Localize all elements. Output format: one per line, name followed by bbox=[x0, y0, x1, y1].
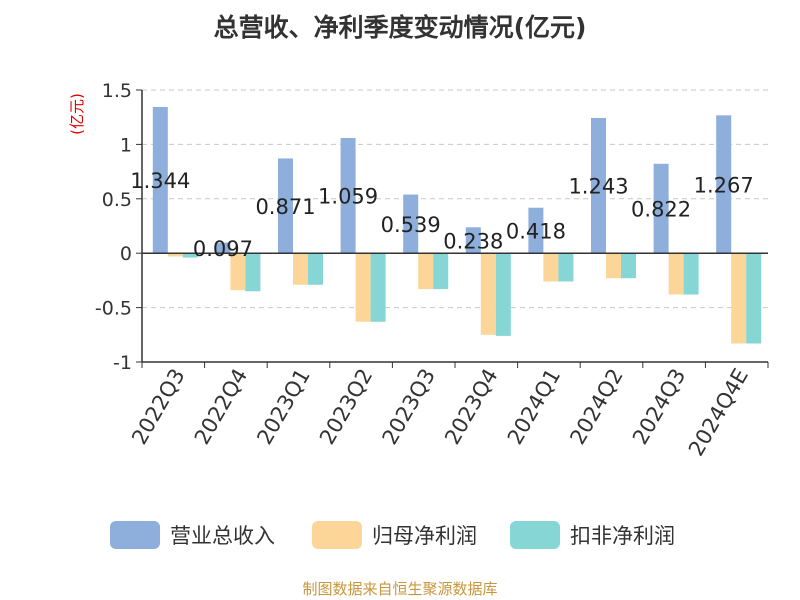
bar-2024Q4E-s2 bbox=[746, 253, 762, 344]
data-label: 0.539 bbox=[381, 213, 441, 237]
bar-2023Q1-s1 bbox=[293, 253, 308, 285]
y-tick-label: 0.5 bbox=[102, 189, 132, 211]
x-tick-label: 2022Q3 bbox=[127, 365, 189, 449]
bar-2024Q3-s0 bbox=[653, 163, 669, 254]
bar-2024Q3-s1 bbox=[668, 253, 684, 295]
data-label: 1.267 bbox=[694, 173, 754, 197]
x-tick-label: 2024Q3 bbox=[628, 365, 690, 449]
x-tick-label: 2023Q2 bbox=[315, 365, 377, 449]
data-label: 0.822 bbox=[631, 197, 691, 221]
bar-2023Q2-s2 bbox=[370, 253, 386, 322]
x-tick-label: 2024Q2 bbox=[565, 365, 627, 449]
bar-2022Q3-s2 bbox=[182, 253, 198, 258]
data-source-note: 制图数据来自恒生聚源数据库 bbox=[302, 580, 498, 598]
bar-2023Q1-s2 bbox=[308, 253, 323, 285]
data-label: 0.418 bbox=[506, 219, 566, 243]
y-tick-label: 1 bbox=[120, 134, 132, 156]
chart-title: 总营收、净利季度变动情况(亿元) bbox=[213, 13, 587, 42]
bar-2022Q3-s0 bbox=[152, 106, 168, 254]
bar-2023Q3-s0 bbox=[403, 194, 419, 254]
bar-2024Q2-s1 bbox=[606, 253, 621, 279]
y-axis-label: (亿元) bbox=[68, 93, 86, 135]
x-tick-label: 2023Q3 bbox=[378, 365, 440, 449]
data-label: 1.243 bbox=[568, 175, 628, 199]
bar-2023Q3-s2 bbox=[433, 253, 449, 290]
legend-label: 营业总收入 bbox=[170, 524, 275, 548]
bar-2023Q2-s0 bbox=[340, 137, 356, 254]
bar-2024Q4E-s1 bbox=[731, 253, 747, 344]
bar-2024Q1-s2 bbox=[558, 253, 574, 282]
bar-2023Q1-s0 bbox=[278, 158, 293, 254]
y-tick-label: 1.5 bbox=[102, 80, 132, 102]
bar-2024Q2-s2 bbox=[621, 253, 636, 279]
legend-swatch bbox=[110, 521, 160, 549]
x-tick-label: 2023Q4 bbox=[440, 365, 502, 449]
y-tick-label: -0.5 bbox=[95, 298, 132, 320]
bar-2022Q3-s1 bbox=[167, 253, 183, 257]
data-label: 0.238 bbox=[443, 229, 503, 253]
data-label: 0.871 bbox=[255, 195, 315, 219]
data-label: 1.059 bbox=[318, 185, 378, 209]
x-tick-label: 2022Q4 bbox=[190, 365, 252, 449]
bar-2024Q2-s0 bbox=[591, 117, 606, 254]
bar-2024Q3-s2 bbox=[683, 253, 699, 295]
legend-swatch bbox=[312, 521, 362, 549]
y-tick-label: -1 bbox=[113, 352, 132, 374]
data-label: 1.344 bbox=[130, 169, 190, 193]
legend-swatch bbox=[510, 521, 560, 549]
bar-2023Q4-s1 bbox=[480, 253, 496, 335]
bar-2024Q1-s0 bbox=[528, 207, 544, 254]
bar-2022Q4-s2 bbox=[245, 253, 261, 292]
bar-2023Q3-s1 bbox=[418, 253, 434, 290]
legend-label: 扣非净利润 bbox=[570, 524, 675, 548]
bar-2024Q1-s1 bbox=[543, 253, 559, 282]
bar-2023Q2-s1 bbox=[355, 253, 371, 322]
x-tick-label: 2024Q1 bbox=[503, 365, 565, 449]
x-tick-label: 2023Q1 bbox=[252, 365, 314, 449]
data-label: 0.097 bbox=[193, 237, 253, 261]
legend-label: 归母净利润 bbox=[372, 524, 477, 548]
bar-2023Q4-s0 bbox=[465, 227, 481, 254]
x-tick-label: 2024Q4E bbox=[684, 365, 753, 461]
y-tick-label: 0 bbox=[120, 243, 132, 265]
bar-2022Q4-s0 bbox=[215, 242, 231, 254]
bar-2022Q4-s1 bbox=[230, 253, 246, 291]
bar-2023Q4-s2 bbox=[495, 253, 511, 336]
bar-2024Q4E-s0 bbox=[716, 115, 732, 254]
